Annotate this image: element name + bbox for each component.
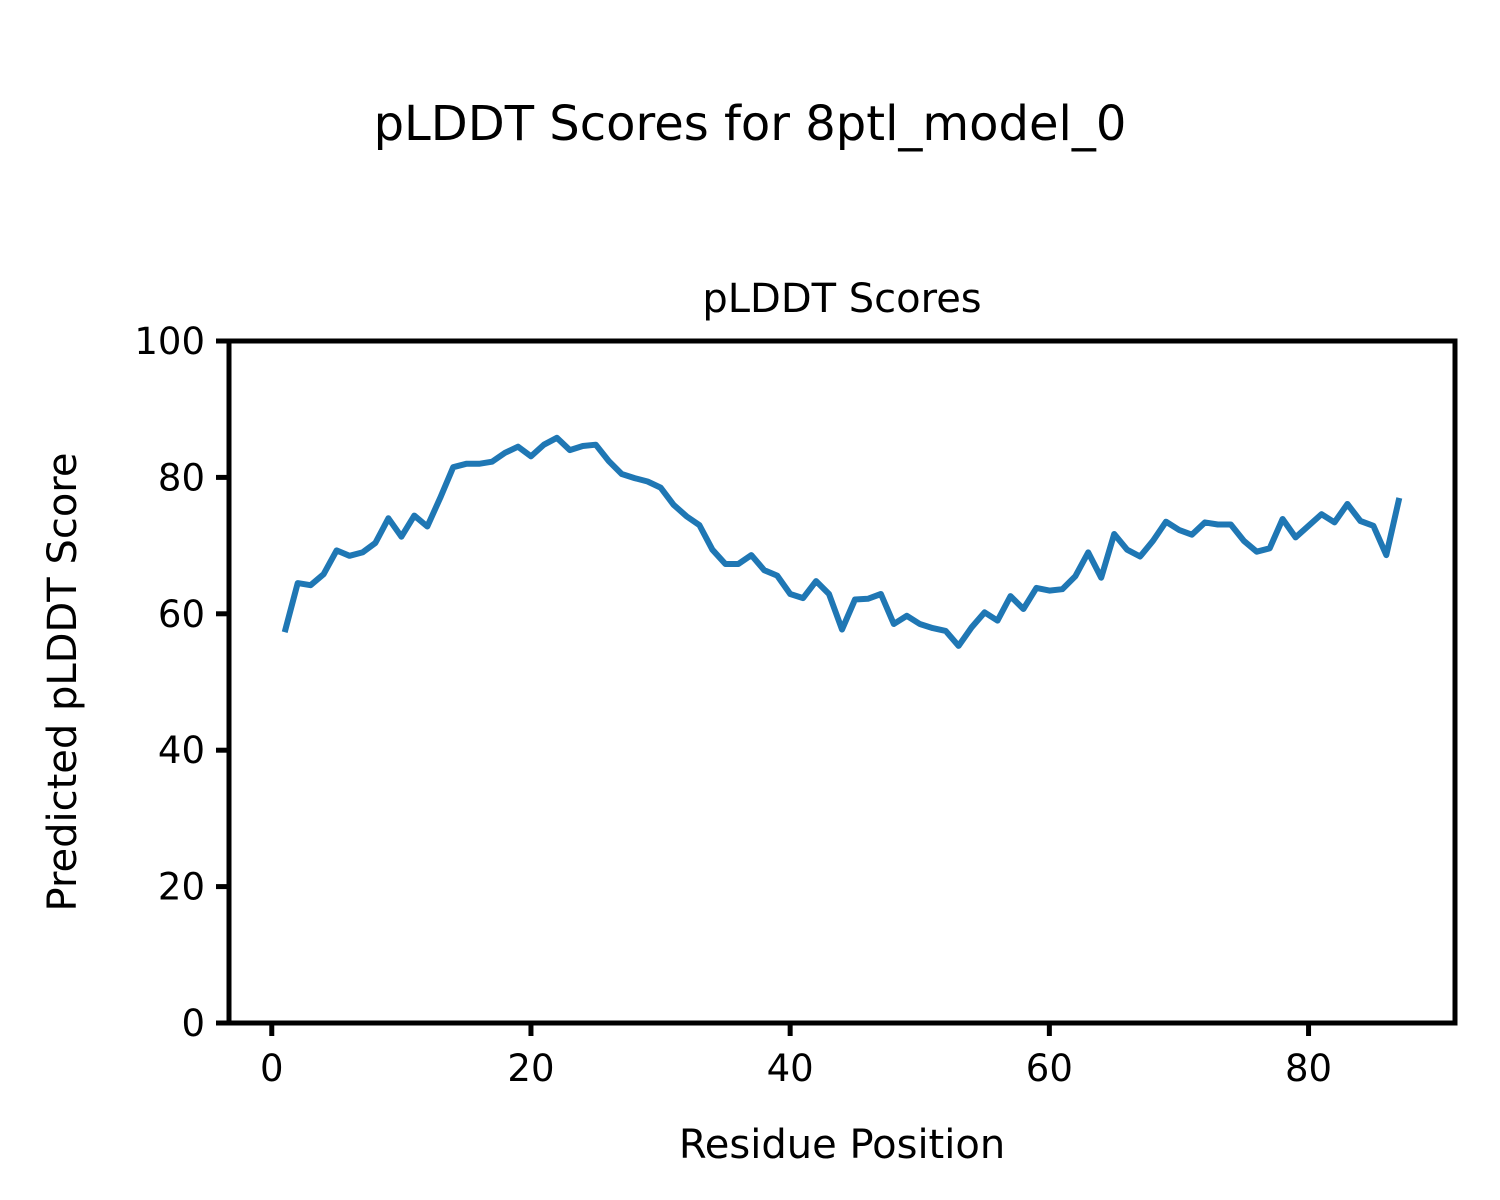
y-tick-label: 80 [158, 456, 205, 499]
x-tick-label: 20 [507, 1047, 554, 1090]
y-tick-label: 60 [158, 593, 205, 636]
x-tick-label: 60 [1026, 1047, 1073, 1090]
figure-suptitle: pLDDT Scores for 8ptl_model_0 [374, 96, 1127, 152]
axes-title: pLDDT Scores [702, 276, 981, 322]
y-tick-label: 100 [134, 320, 205, 363]
y-axis-label: Predicted pLDDT Score [40, 453, 86, 912]
y-tick-label: 40 [158, 729, 205, 772]
x-tick-label: 0 [260, 1047, 284, 1090]
y-axis-ticks: 0 20 40 60 80 100 [134, 320, 229, 1045]
y-tick-label: 0 [181, 1002, 205, 1045]
x-tick-label: 80 [1285, 1047, 1332, 1090]
x-axis-ticks: 0 20 40 60 80 [260, 1023, 1332, 1090]
y-tick-label: 20 [158, 866, 205, 909]
x-axis-label: Residue Position [679, 1122, 1005, 1168]
plddt-series-line [281, 434, 1403, 649]
axes-frame [226, 338, 1458, 1026]
x-tick-label: 40 [767, 1047, 814, 1090]
